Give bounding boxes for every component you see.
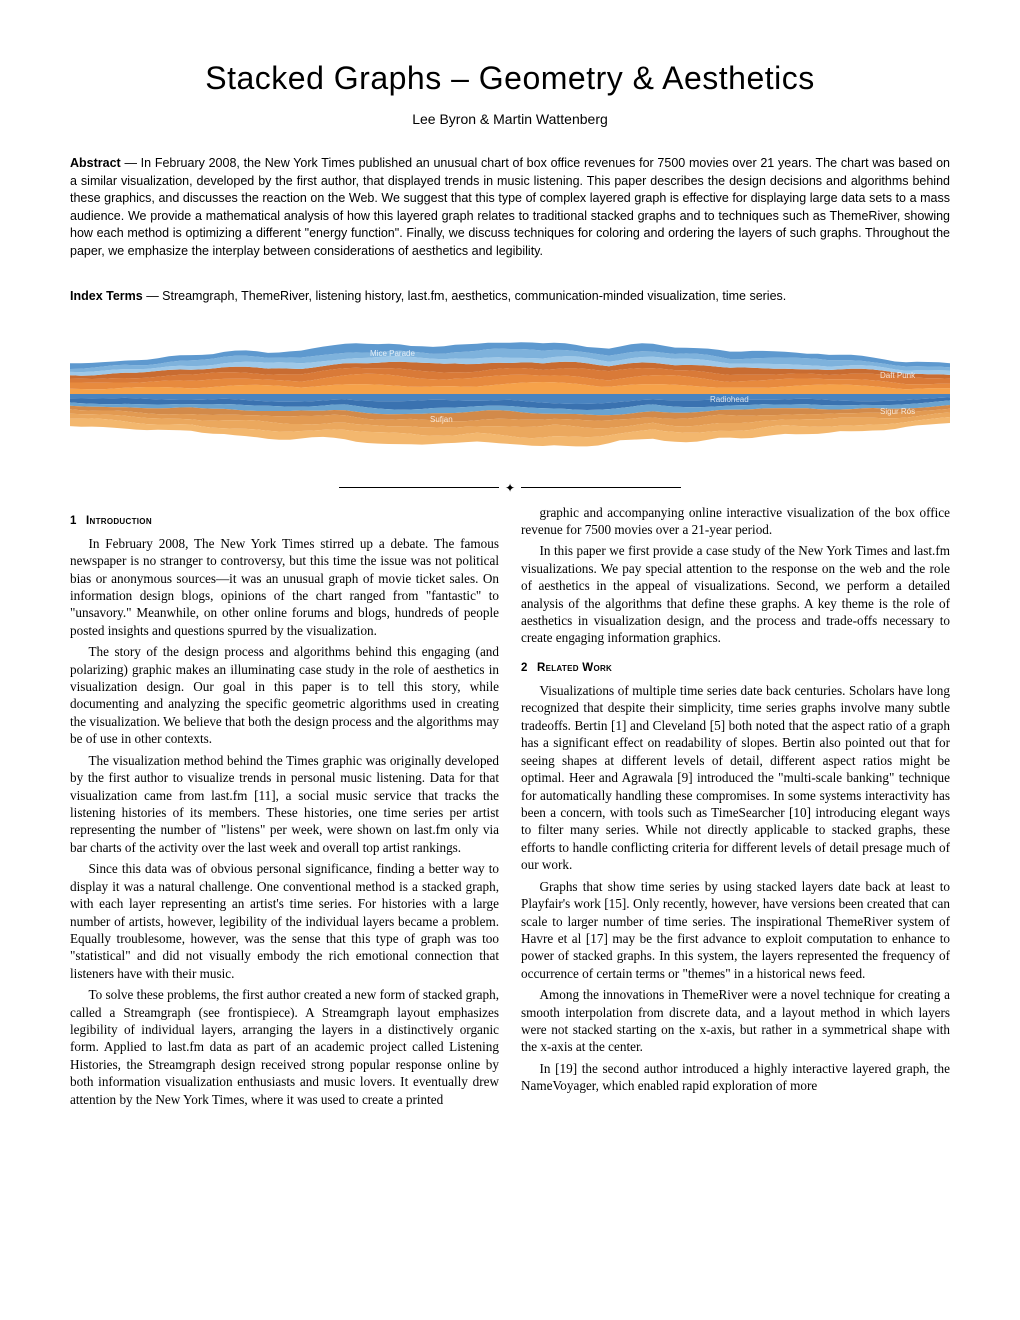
svg-text:The Hood Internet: The Hood Internet (880, 331, 945, 340)
svg-text:Bonobo Mobile Disco: Bonobo Mobile Disco (370, 447, 446, 456)
section-num: 2 (521, 662, 527, 674)
index-terms-label: Index Terms (70, 289, 143, 303)
svg-text:Mice Parade: Mice Parade (370, 349, 415, 358)
svg-text:Radiohead: Radiohead (710, 395, 749, 404)
streamgraph-figure: 40 Winks The Hood Internet Mice Parade Daft… (70, 314, 950, 474)
divider-rule-right (521, 487, 681, 488)
para: To solve these problems, the first autho… (70, 986, 499, 1108)
page: Stacked Graphs – Geometry & Aesthetics L… (0, 0, 1020, 1148)
section-title: Related Work (537, 662, 612, 674)
svg-text:40 Winks: 40 Winks (230, 325, 263, 334)
body-columns: 1 Introduction In February 2008, The New… (70, 504, 950, 1109)
para: In this paper we first provide a case st… (521, 542, 950, 647)
section-divider: ✦ (70, 482, 950, 494)
streamgraph-svg: 40 Winks The Hood Internet Mice Parade Daft… (70, 314, 950, 474)
paper-title: Stacked Graphs – Geometry & Aesthetics (70, 60, 950, 97)
svg-text:Sigur Rós: Sigur Rós (880, 407, 915, 416)
para: Among the innovations in ThemeRiver were… (521, 986, 950, 1056)
para: graphic and accompanying online interact… (521, 504, 950, 539)
divider-diamond-icon: ✦ (505, 482, 515, 494)
divider-rule-left (339, 487, 499, 488)
section-related-head: 2 Related Work (521, 661, 950, 676)
index-terms: Index Terms — Streamgraph, ThemeRiver, l… (70, 288, 950, 306)
section-num: 1 (70, 515, 76, 527)
section-title: Introduction (86, 515, 152, 527)
abstract-text: — In February 2008, the New York Times p… (70, 156, 950, 258)
svg-text:Ametsub Scene: Ametsub Scene (710, 443, 767, 452)
para: In [19] the second author introduced a h… (521, 1060, 950, 1095)
paper-authors: Lee Byron & Martin Wattenberg (70, 111, 950, 127)
para: Graphs that show time series by using st… (521, 878, 950, 983)
abstract: Abstract — In February 2008, the New Yor… (70, 155, 950, 260)
para: The visualization method behind the Time… (70, 752, 499, 857)
svg-text:Daft Punk: Daft Punk (880, 371, 916, 380)
para: The story of the design process and algo… (70, 643, 499, 748)
svg-text:Sufjan: Sufjan (430, 415, 453, 424)
abstract-label: Abstract (70, 156, 121, 170)
para: Visualizations of multiple time series d… (521, 682, 950, 874)
para: In February 2008, The New York Times sti… (70, 535, 499, 640)
index-terms-text: — Streamgraph, ThemeRiver, listening his… (143, 289, 787, 303)
para: Since this data was of obvious personal … (70, 860, 499, 982)
section-intro-head: 1 Introduction (70, 514, 499, 529)
